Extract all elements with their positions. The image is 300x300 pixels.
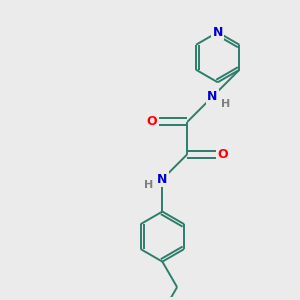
Text: H: H <box>145 180 154 190</box>
Text: N: N <box>157 173 167 186</box>
Text: N: N <box>212 26 223 39</box>
Text: H: H <box>221 99 230 109</box>
Text: N: N <box>207 90 217 103</box>
Text: O: O <box>147 115 157 128</box>
Text: O: O <box>218 148 228 161</box>
